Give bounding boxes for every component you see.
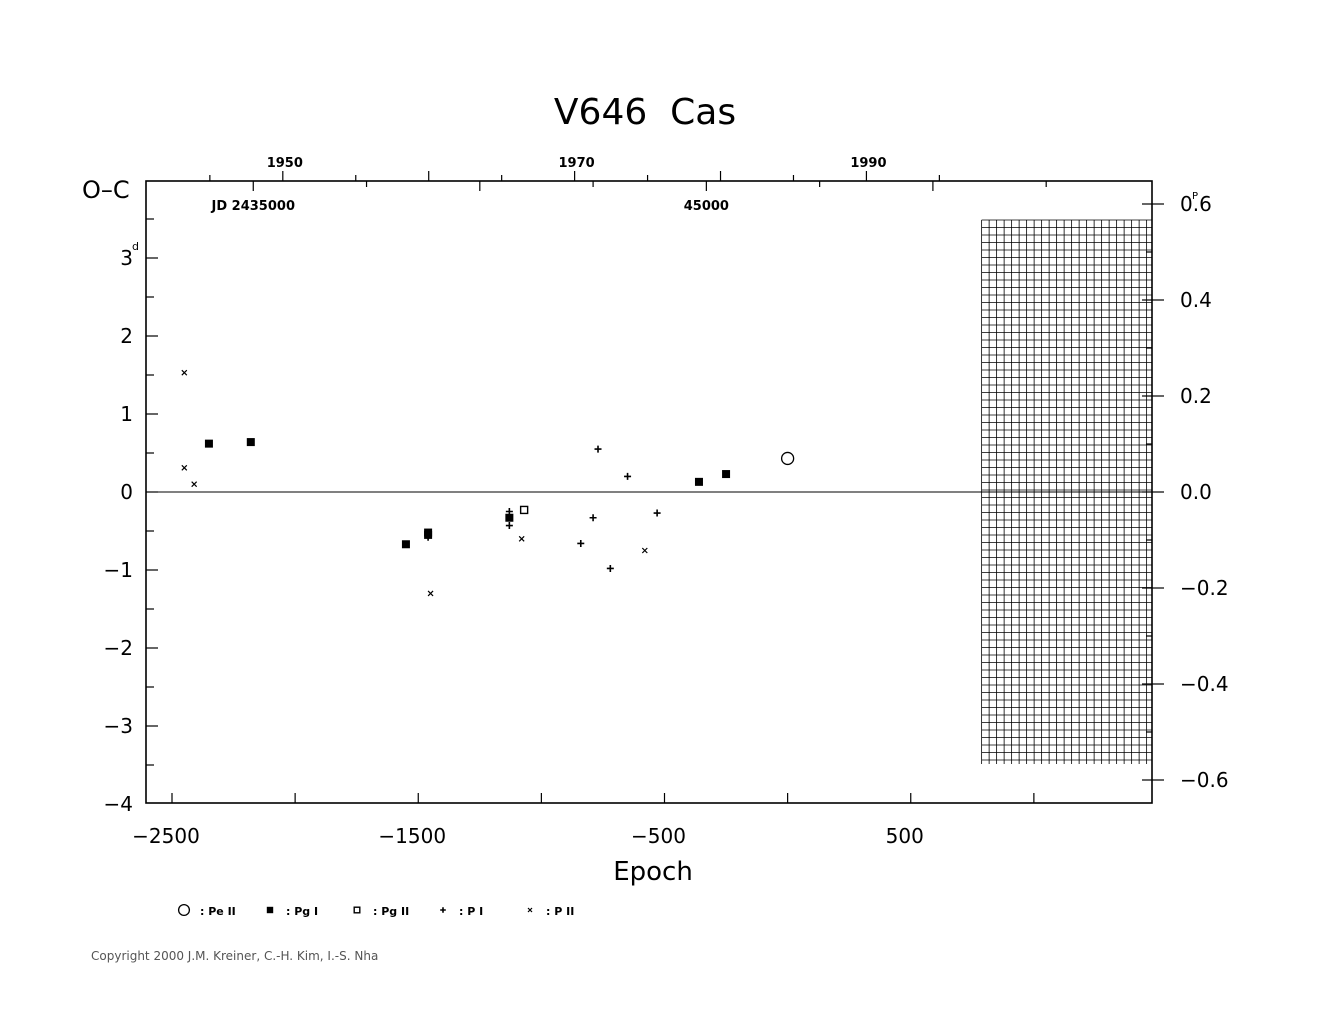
y-tick-label: −3: [104, 714, 133, 738]
series-open-circle: [780, 451, 795, 466]
legend-marker-open-square: [353, 906, 361, 914]
series-filled-square: [204, 438, 731, 549]
series-plus: [424, 445, 661, 572]
legend-marker-filled-square: [266, 906, 274, 914]
data-point-filled-square: [204, 439, 213, 448]
y2-tick-label: −0.2: [1180, 576, 1229, 600]
data-point-plus: [653, 509, 661, 517]
y2-tick-label: 0.4: [1180, 288, 1212, 312]
chart-title: V646 Cas: [554, 92, 736, 133]
y-tick-label: 3: [120, 246, 133, 270]
series-open-square: [519, 505, 529, 515]
data-point-filled-square: [246, 438, 255, 447]
x-tick-label: −1500: [378, 824, 446, 848]
copyright-text: Copyright 2000 J.M. Kreiner, C.-H. Kim, …: [91, 949, 379, 963]
legend-label: : P I: [459, 905, 483, 918]
data-point-plus: [589, 514, 597, 522]
legend: : Pe II : Pg I : Pg II : P I : P II: [177, 903, 574, 918]
plot-area: −4 −3 −2 −1 0 1 2 3 d O–C −0.6 −0.4 −0.2 0.0 0.2 0.4 0.6…: [82, 156, 1229, 918]
data-point-plus: [505, 522, 513, 530]
y2-unit-label: P: [1192, 191, 1198, 202]
y2-tick-label: −0.6: [1180, 768, 1229, 792]
data-point-cross: [181, 369, 188, 376]
x-tick-label: 500: [886, 824, 924, 848]
top-year-label: 1950: [267, 156, 303, 171]
data-point-cross: [181, 464, 188, 471]
y-tick-label: 0: [120, 480, 133, 504]
top-year-label: 1990: [850, 156, 886, 171]
y-axis-label: O–C: [82, 176, 130, 204]
y-tick-label: 1: [120, 402, 133, 426]
data-point-filled-square: [505, 513, 514, 522]
data-point-plus: [624, 472, 632, 480]
legend-label: : Pe II: [200, 905, 236, 918]
data-point-plus: [594, 445, 602, 453]
data-point-cross: [518, 535, 525, 542]
legend-label: : P II: [546, 905, 574, 918]
y2-tick-label: 0.6: [1180, 192, 1212, 216]
data-point-open-circle: [780, 451, 795, 466]
legend-marker-open-circle: [177, 903, 191, 917]
data-point-plus: [424, 533, 432, 541]
data-point-open-square: [519, 505, 529, 515]
data-point-filled-square: [722, 470, 731, 479]
y2-tick-label: 0.0: [1180, 480, 1212, 504]
data-point-plus: [505, 508, 513, 515]
x-tick-label: −2500: [132, 824, 200, 848]
data-point-cross: [191, 481, 198, 488]
legend-label: : Pg II: [373, 905, 409, 918]
data-point-cross: [641, 547, 648, 554]
y-tick-label: −1: [104, 558, 133, 582]
y2-tick-label: −0.4: [1180, 672, 1229, 696]
legend-marker-cross: [527, 907, 533, 913]
x-axis-label: Epoch: [613, 857, 693, 887]
data-point-cross: [427, 590, 434, 597]
y2-tick-label: 0.2: [1180, 384, 1212, 408]
top-jd-label: 45000: [684, 199, 729, 214]
y-tick-label: −4: [104, 792, 133, 816]
data-point-filled-square: [424, 528, 433, 537]
series-cross: [181, 369, 648, 597]
data-point-filled-square: [401, 540, 410, 549]
top-jd-label: JD 2435000: [211, 199, 295, 214]
data-point-filled-square: [694, 477, 703, 486]
data-point-plus: [606, 564, 614, 572]
x-tick-label: −500: [631, 824, 686, 848]
legend-label: : Pg I: [286, 905, 318, 918]
y-tick-label: 2: [120, 324, 133, 348]
y-tick-label: −2: [104, 636, 133, 660]
y-unit-label: d: [132, 240, 139, 253]
legend-marker-plus: [440, 907, 446, 913]
top-year-label: 1970: [559, 156, 595, 171]
data-point-plus: [577, 539, 585, 547]
